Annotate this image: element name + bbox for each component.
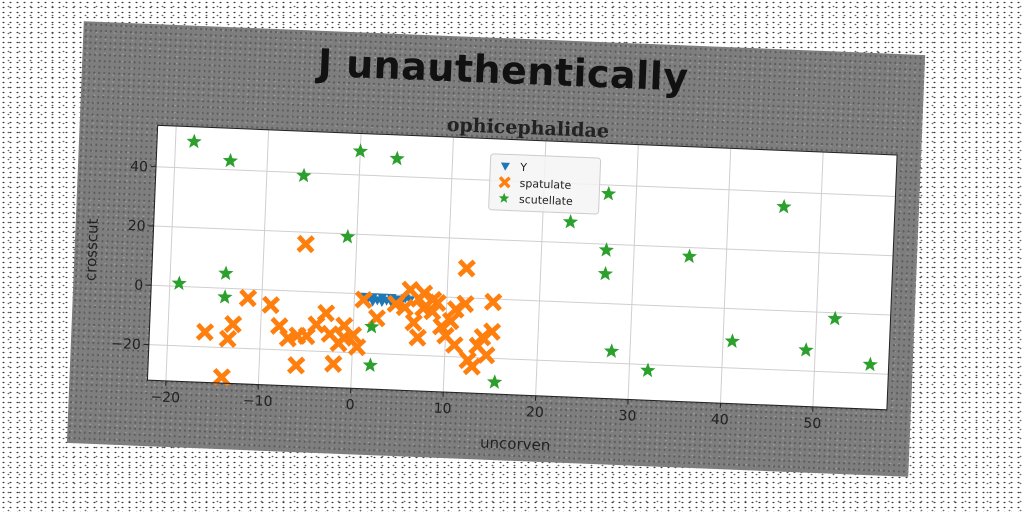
y-grid-line xyxy=(153,225,894,257)
legend-marker-0 xyxy=(500,162,510,171)
x-tick-label: 20 xyxy=(526,404,544,421)
y-axis-label: crosscut xyxy=(81,218,101,281)
series-2-point xyxy=(597,265,614,281)
series-1-point xyxy=(432,317,451,336)
series-2-point xyxy=(218,265,234,281)
data-points xyxy=(171,133,878,389)
legend-label-0: Y xyxy=(519,161,528,174)
series-2-point xyxy=(352,143,369,158)
x-tick-label: 10 xyxy=(433,401,451,418)
series-2-point xyxy=(222,152,239,168)
series-1-point xyxy=(423,302,442,321)
series-1-point xyxy=(212,367,231,387)
x-grid-line xyxy=(165,126,177,381)
series-1-point xyxy=(296,234,315,254)
figure-card: J unauthentically ophicephalidae −20 −10 0… xyxy=(66,21,926,477)
series-1-point xyxy=(347,337,367,357)
series-2-point xyxy=(827,310,843,326)
series-0-point xyxy=(377,293,388,303)
series-0-point xyxy=(367,297,378,307)
series-2-point xyxy=(640,362,656,378)
y-tick-label: 0 xyxy=(134,278,144,294)
series-1-point xyxy=(286,356,306,375)
x-axis-label: uncorven xyxy=(480,434,551,455)
series-0-point xyxy=(377,297,388,307)
series-1-point xyxy=(462,357,482,376)
legend-marker-2 xyxy=(498,192,510,203)
series-2-point xyxy=(296,167,312,183)
series-1-point xyxy=(473,327,492,347)
series-1-point xyxy=(316,303,336,323)
series-1-point xyxy=(457,259,476,278)
series-2-point xyxy=(603,343,620,358)
series-2-point xyxy=(862,356,878,372)
series-2-point xyxy=(186,133,202,149)
series-1-point xyxy=(238,288,258,308)
series-2-point xyxy=(362,357,378,372)
series-2-point xyxy=(217,289,233,304)
y-grid-line xyxy=(148,344,889,375)
scatter-chart: ophicephalidae −20 −10 0 10 20 30 40 50−2002040… xyxy=(81,114,898,455)
series-2-point xyxy=(798,342,814,357)
series-1-point xyxy=(354,290,373,309)
series-2-point xyxy=(681,248,698,264)
axis-ticks: −20 −10 0 10 20 30 40 50 −20 0 20 40 xyxy=(111,159,821,432)
series-2-point xyxy=(171,275,187,291)
x-grid-line xyxy=(350,133,362,389)
legend-label-1: spatulate xyxy=(519,177,571,192)
series-1-point xyxy=(195,322,215,342)
legend-marker-1 xyxy=(498,176,511,189)
x-grid-line xyxy=(257,129,270,385)
x-tick-label: 40 xyxy=(711,412,729,429)
series-1-point xyxy=(445,335,464,355)
y-tick-label: 40 xyxy=(130,159,148,176)
plot-frame xyxy=(146,124,898,411)
series-2-point xyxy=(389,150,405,166)
series-1-point xyxy=(261,295,281,315)
series-1-point xyxy=(408,328,427,347)
series-1-point xyxy=(223,314,243,334)
series-2-point xyxy=(340,228,356,244)
series-2-point xyxy=(724,333,740,348)
series-1-point xyxy=(483,292,503,312)
x-tick-label: 0 xyxy=(345,397,355,413)
series-1-point xyxy=(218,329,238,349)
series-2-point xyxy=(598,242,614,257)
y-tick-label: −20 xyxy=(111,336,141,353)
series-1-point xyxy=(334,316,354,335)
grid-lines xyxy=(148,126,896,407)
series-2-point xyxy=(601,185,617,201)
x-grid-line xyxy=(719,148,732,404)
series-2-point xyxy=(562,214,579,229)
legend-box xyxy=(488,153,602,215)
x-grid-line xyxy=(442,137,454,393)
series-1-point xyxy=(404,313,423,332)
x-tick-label: 50 xyxy=(803,415,821,432)
series-1-point xyxy=(482,322,502,341)
series-1-point xyxy=(468,336,487,356)
series-1-point xyxy=(395,298,415,317)
x-tick-label: −20 xyxy=(150,389,180,406)
series-1-point xyxy=(441,311,460,331)
series-1-point xyxy=(456,294,475,314)
series-2-point xyxy=(487,374,503,389)
y-tick-label: 20 xyxy=(127,218,145,235)
x-tick-label: −10 xyxy=(243,393,273,410)
series-1-point xyxy=(324,354,343,374)
series-2-point xyxy=(776,198,792,214)
y-grid-line xyxy=(151,284,891,316)
series-2-point xyxy=(364,318,380,334)
series-1-point xyxy=(446,300,466,319)
series-1-point xyxy=(428,293,447,312)
x-grid-line xyxy=(627,144,639,400)
legend-label-2: scutellate xyxy=(519,193,573,208)
series-1-point xyxy=(414,284,434,303)
x-tick-label: 30 xyxy=(618,408,636,425)
x-grid-line xyxy=(812,152,824,407)
